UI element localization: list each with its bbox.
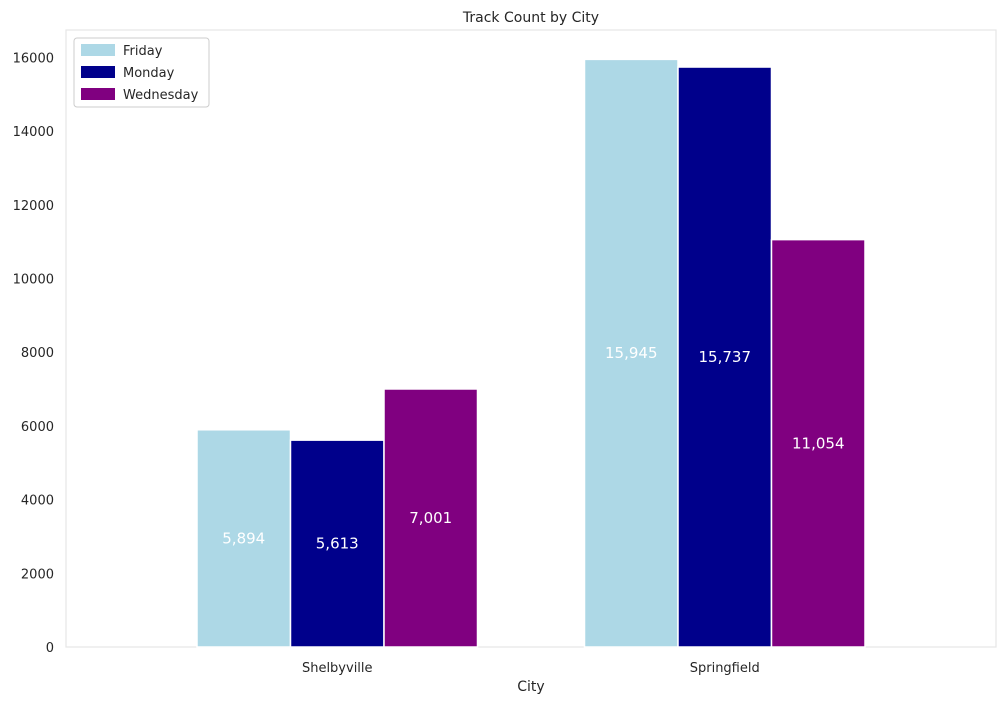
- y-tick-label: 12000: [13, 199, 54, 214]
- y-tick-label: 4000: [21, 494, 54, 509]
- legend-swatch-friday: [81, 44, 115, 56]
- bar-wednesday-shelbyville: [383, 388, 479, 648]
- y-tick-label: 14000: [13, 125, 54, 140]
- x-axis-label: City: [517, 679, 544, 695]
- legend-label-wednesday: Wednesday: [123, 88, 199, 103]
- bar-monday-springfield: [677, 66, 773, 648]
- bar-friday-springfield: [583, 58, 679, 648]
- x-axis-ticks: Shelbyville Springfield: [302, 661, 760, 676]
- y-axis-ticks: 0 2000 4000 6000 8000 10000 12000 14000 16000: [13, 51, 54, 656]
- legend-label-friday: Friday: [123, 44, 163, 59]
- bar-value-label: 7,001: [409, 509, 452, 527]
- y-tick-label: 2000: [21, 567, 54, 582]
- bars: [196, 58, 866, 648]
- bar-friday-shelbyville: [196, 429, 292, 648]
- y-tick-label: 10000: [13, 272, 54, 287]
- y-tick-label: 8000: [21, 346, 54, 361]
- bar-labels: 5,894 5,613 7,001 15,945 15,737 11,054: [222, 344, 844, 552]
- chart-title: Track Count by City: [462, 10, 599, 26]
- legend: Friday Monday Wednesday: [73, 37, 210, 108]
- x-tick-label: Springfield: [690, 661, 760, 676]
- legend-swatch-monday: [81, 66, 115, 78]
- bar-value-label: 15,945: [605, 344, 658, 362]
- legend-label-monday: Monday: [123, 66, 175, 81]
- bar-value-label: 11,054: [792, 434, 845, 452]
- y-tick-label: 0: [46, 641, 54, 656]
- y-tick-label: 16000: [13, 51, 54, 66]
- x-tick-label: Shelbyville: [302, 661, 373, 676]
- bar-value-label: 15,737: [699, 348, 752, 366]
- legend-swatch-wednesday: [81, 88, 115, 100]
- bar-value-label: 5,894: [222, 529, 265, 547]
- bar-wednesday-springfield: [770, 238, 866, 648]
- y-tick-label: 6000: [21, 420, 54, 435]
- bar-value-label: 5,613: [316, 535, 359, 553]
- bar-monday-shelbyville: [289, 439, 385, 648]
